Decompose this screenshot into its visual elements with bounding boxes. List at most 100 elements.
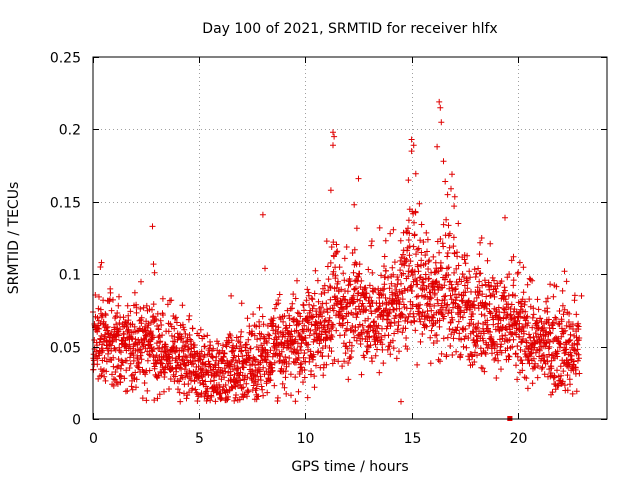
data-point xyxy=(543,298,550,305)
data-point xyxy=(110,354,117,361)
data-point xyxy=(142,323,148,330)
data-point xyxy=(357,284,364,290)
data-point xyxy=(311,373,318,380)
data-point xyxy=(115,302,122,309)
data-point xyxy=(417,318,424,325)
data-point xyxy=(110,382,117,389)
data-point xyxy=(98,332,105,339)
data-point xyxy=(459,314,466,321)
data-point xyxy=(427,360,434,367)
data-point xyxy=(541,357,548,364)
outlier-point xyxy=(563,278,570,285)
data-point xyxy=(447,278,454,285)
data-point xyxy=(138,349,145,356)
data-point xyxy=(301,367,308,373)
data-point xyxy=(108,342,115,349)
data-point xyxy=(112,369,119,375)
data-point xyxy=(168,332,175,339)
data-point xyxy=(151,346,157,352)
data-point xyxy=(477,239,484,246)
data-point xyxy=(546,351,552,358)
data-point xyxy=(529,314,536,321)
data-point xyxy=(462,326,469,332)
data-point xyxy=(517,313,524,320)
data-point xyxy=(133,384,139,391)
data-point xyxy=(292,398,299,405)
data-points xyxy=(90,98,585,421)
data-point xyxy=(450,234,457,241)
data-point xyxy=(109,337,116,344)
data-point xyxy=(250,311,257,318)
data-point xyxy=(352,285,359,292)
data-point xyxy=(423,323,430,330)
data-point xyxy=(237,339,243,346)
data-point xyxy=(457,351,464,358)
data-point xyxy=(404,247,411,254)
data-point xyxy=(364,348,371,355)
data-point xyxy=(183,395,190,402)
data-point xyxy=(379,341,386,348)
data-point xyxy=(516,333,523,340)
data-point xyxy=(438,350,445,357)
data-point xyxy=(554,348,561,355)
data-point xyxy=(403,256,410,263)
data-point xyxy=(278,348,285,355)
data-point xyxy=(272,305,278,312)
outlier-point xyxy=(578,292,585,299)
data-point xyxy=(348,342,355,349)
data-point xyxy=(470,311,476,317)
data-point xyxy=(324,306,330,313)
data-point xyxy=(547,330,554,337)
outlier-point xyxy=(478,235,485,241)
data-point xyxy=(412,327,419,334)
data-point xyxy=(231,352,238,359)
data-point xyxy=(498,341,505,348)
data-point xyxy=(398,280,404,287)
data-point xyxy=(181,366,188,373)
data-point xyxy=(412,170,419,177)
data-point xyxy=(413,277,420,284)
data-point xyxy=(519,323,526,330)
data-point xyxy=(341,358,348,365)
outlier-point xyxy=(238,300,245,307)
data-point xyxy=(505,292,512,299)
data-point xyxy=(343,244,350,250)
axis-ticks: 0 5 10 15 20 0 0.05 0.1 0.15 0.2 0.25 xyxy=(50,51,607,447)
data-point xyxy=(274,328,281,335)
data-point xyxy=(335,278,341,285)
outlier-point xyxy=(451,203,458,210)
data-point xyxy=(557,363,564,370)
data-point xyxy=(423,229,430,236)
data-point xyxy=(510,336,517,343)
data-point xyxy=(342,350,349,357)
y-tick-label: 0.2 xyxy=(59,123,81,139)
data-point xyxy=(520,324,527,331)
data-point xyxy=(168,297,175,304)
data-point xyxy=(504,274,511,281)
data-point xyxy=(382,294,389,301)
data-point xyxy=(201,343,208,350)
data-point xyxy=(559,302,566,309)
data-point xyxy=(426,275,432,282)
data-point xyxy=(450,243,457,250)
data-point xyxy=(267,377,274,384)
data-point xyxy=(275,297,282,304)
data-point xyxy=(510,282,517,289)
data-point xyxy=(469,301,476,308)
data-point xyxy=(165,328,172,335)
outlier-point xyxy=(228,292,235,299)
data-point xyxy=(360,303,367,310)
data-point xyxy=(389,291,396,298)
data-point xyxy=(527,351,534,357)
data-point xyxy=(345,360,352,366)
data-point xyxy=(353,314,360,321)
data-point xyxy=(548,365,555,372)
data-point xyxy=(237,343,244,350)
data-point xyxy=(453,294,460,301)
data-point xyxy=(434,296,441,303)
data-point xyxy=(399,329,406,336)
data-point xyxy=(372,341,379,348)
outlier-point xyxy=(330,129,336,136)
data-point xyxy=(233,334,240,341)
data-point xyxy=(245,336,252,343)
